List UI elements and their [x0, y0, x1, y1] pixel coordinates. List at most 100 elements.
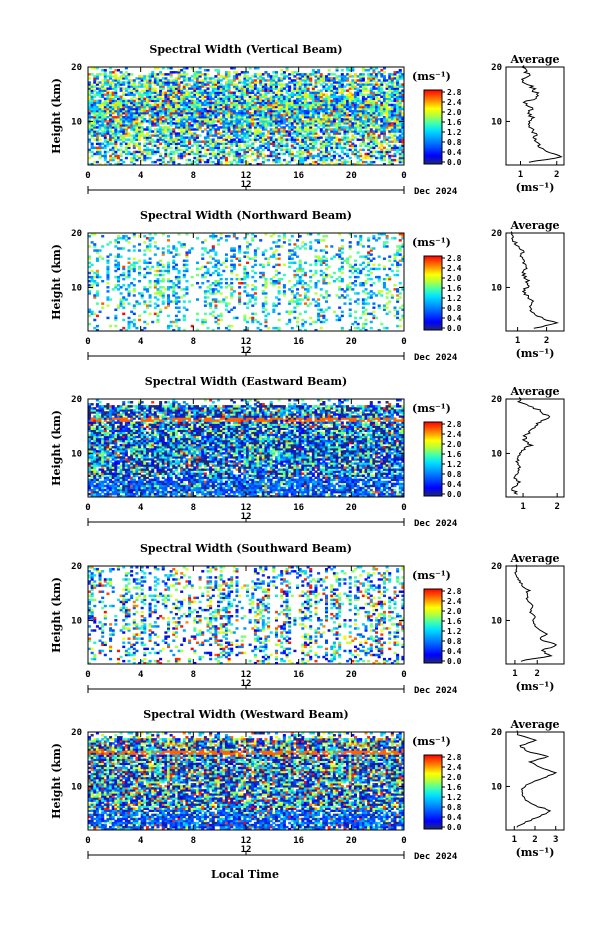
- heatmap-cell: [98, 124, 102, 127]
- heatmap-cell: [203, 318, 207, 322]
- heatmap-cell: [101, 154, 105, 158]
- heatmap-cell: [174, 134, 178, 137]
- heatmap-cell: [161, 116, 165, 119]
- average-x-label: (ms⁻¹): [516, 181, 555, 194]
- heatmap-cell: [101, 93, 105, 96]
- heatmap-cell: [95, 140, 99, 143]
- heatmap-cell: [101, 124, 105, 127]
- heatmap-cell: [177, 152, 181, 156]
- heatmap-cell: [124, 134, 128, 137]
- heatmap-cell: [164, 150, 168, 154]
- heatmap-cell: [98, 85, 102, 88]
- heatmap-cell: [169, 130, 173, 133]
- heatmap-cell: [209, 111, 213, 115]
- heatmap-cell: [172, 150, 176, 154]
- heatmap-cell: [174, 267, 178, 271]
- heatmap-cell: [367, 111, 371, 115]
- heatmap-cell: [214, 298, 218, 301]
- heatmap-cell: [224, 109, 228, 113]
- heatmap-cell: [88, 77, 92, 80]
- heatmap-cell: [98, 73, 102, 76]
- heatmap-cell: [195, 261, 199, 265]
- heatmap-cell: [172, 300, 176, 303]
- heatmap-cell: [317, 148, 321, 152]
- heatmap-cell: [288, 77, 292, 80]
- heatmap-cell: [130, 134, 134, 137]
- heatmap-cell: [269, 75, 273, 78]
- heatmap-cell: [167, 87, 171, 90]
- heatmap-cell: [127, 261, 131, 265]
- heatmap-cell: [180, 288, 184, 291]
- heatmap-cell: [246, 103, 250, 107]
- heatmap-cell: [93, 146, 97, 150]
- heatmap-cell: [211, 152, 215, 156]
- heatmap-cell: [148, 99, 152, 103]
- heatmap-cell: [269, 235, 273, 238]
- heatmap-cell: [130, 109, 134, 113]
- heatmap-cell: [185, 93, 189, 96]
- heatmap-cell: [388, 93, 392, 96]
- heatmap-cell: [90, 142, 94, 145]
- heatmap-cell: [261, 93, 265, 96]
- heatmap-cell: [230, 132, 234, 135]
- heatmap-cell: [93, 275, 97, 279]
- heatmap-cell: [138, 318, 142, 322]
- heatmap-cell: [298, 144, 302, 148]
- heatmap-cell: [106, 116, 110, 119]
- heatmap-cell: [222, 298, 226, 301]
- heatmap-cell: [93, 75, 97, 78]
- heatmap-cell: [119, 138, 123, 141]
- heatmap-cell: [156, 288, 160, 291]
- heatmap-cell: [227, 140, 231, 143]
- heatmap-cell: [93, 109, 97, 113]
- average-y-tick-label: 20: [491, 63, 502, 73]
- heatmap-cell: [209, 101, 213, 105]
- heatmap-cell: [106, 132, 110, 135]
- heatmap-cell: [164, 116, 168, 119]
- heatmap-cell: [219, 156, 223, 160]
- heatmap-cell: [238, 263, 242, 267]
- heatmap-cell: [140, 122, 144, 125]
- heatmap-cell: [180, 75, 184, 78]
- heatmap-cell: [348, 156, 352, 160]
- heatmap-cell: [135, 120, 139, 123]
- heatmap-cell: [145, 103, 149, 107]
- heatmap-cell: [198, 122, 202, 125]
- heatmap-cell: [103, 111, 107, 115]
- heatmap-cell: [106, 296, 110, 299]
- heatmap-cell: [238, 144, 242, 148]
- heatmap-cell: [206, 116, 210, 119]
- heatmap-cell: [219, 312, 223, 316]
- heatmap-cell: [372, 75, 376, 78]
- heatmap-cell: [224, 77, 228, 80]
- heatmap-cell: [251, 284, 255, 287]
- heatmap-cell: [243, 85, 247, 88]
- heatmap-cell: [124, 109, 128, 113]
- heatmap-cell: [206, 77, 210, 80]
- heatmap-cell: [230, 292, 234, 295]
- heatmap-cell: [256, 87, 260, 90]
- heatmap-cell: [98, 113, 102, 117]
- heatmap-cell: [127, 265, 131, 269]
- heatmap-cell: [243, 75, 247, 78]
- heatmap-cell: [98, 120, 102, 123]
- heatmap-cell: [325, 83, 329, 86]
- heatmap-cell: [203, 122, 207, 125]
- heatmap-cell: [167, 126, 171, 129]
- heatmap-cell: [222, 138, 226, 141]
- heatmap-cell: [177, 318, 181, 322]
- heatmap-cell: [172, 259, 176, 262]
- heatmap-cell: [98, 156, 102, 160]
- heatmap-cell: [164, 128, 168, 131]
- heatmap-cell: [130, 107, 134, 111]
- heatmap-cell: [222, 89, 226, 92]
- heatmap-cell: [222, 109, 226, 113]
- heatmap-cell: [240, 132, 244, 135]
- heatmap-cell: [109, 126, 113, 129]
- heatmap-cell: [240, 277, 244, 281]
- heatmap-cell: [330, 136, 334, 139]
- heatmap-cell: [127, 75, 131, 78]
- heatmap-cell: [159, 263, 163, 267]
- heatmap-cell: [219, 107, 223, 111]
- heatmap-cell: [143, 267, 147, 271]
